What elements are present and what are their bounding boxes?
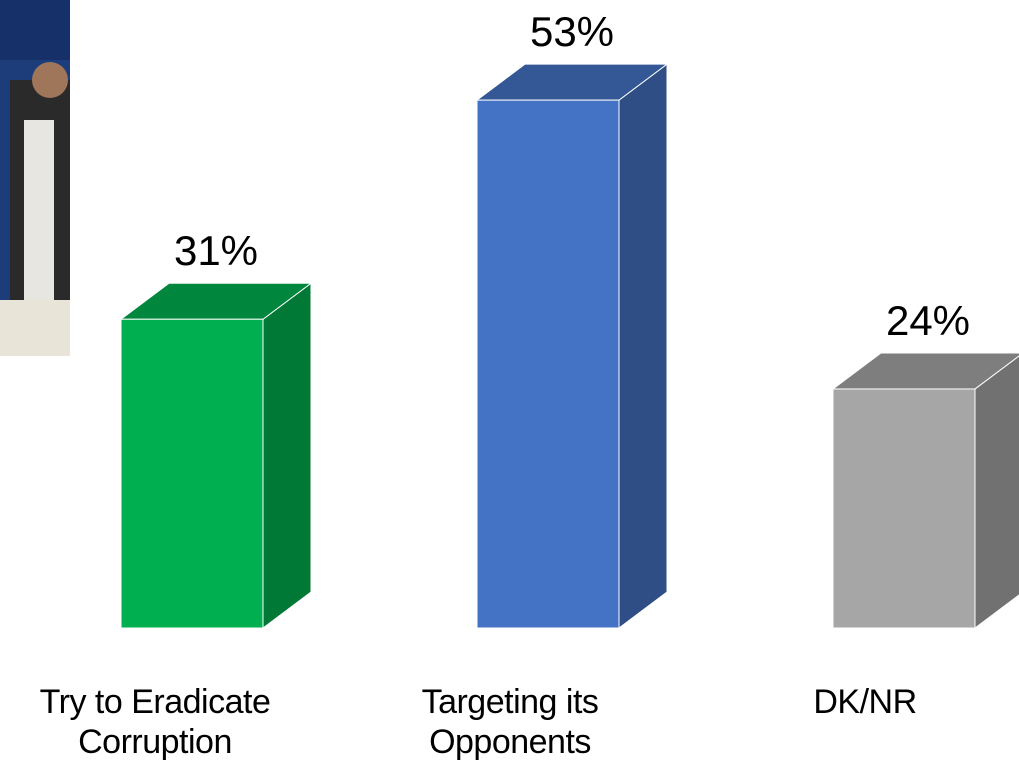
bar-side bbox=[618, 63, 668, 629]
bar bbox=[120, 318, 264, 629]
photo bbox=[0, 0, 70, 356]
bar-side bbox=[262, 282, 312, 629]
value-label: 24% bbox=[886, 297, 970, 344]
category-label: Try to Eradicate Corruption bbox=[39, 683, 271, 761]
value-label: 31% bbox=[174, 227, 258, 274]
category-label: DK/NR bbox=[813, 683, 917, 721]
bar bbox=[476, 99, 620, 629]
bar-side bbox=[974, 355, 1019, 629]
value-label: 53% bbox=[530, 8, 614, 55]
bar bbox=[832, 388, 976, 629]
category-label: Targeting its Opponents bbox=[421, 683, 599, 761]
